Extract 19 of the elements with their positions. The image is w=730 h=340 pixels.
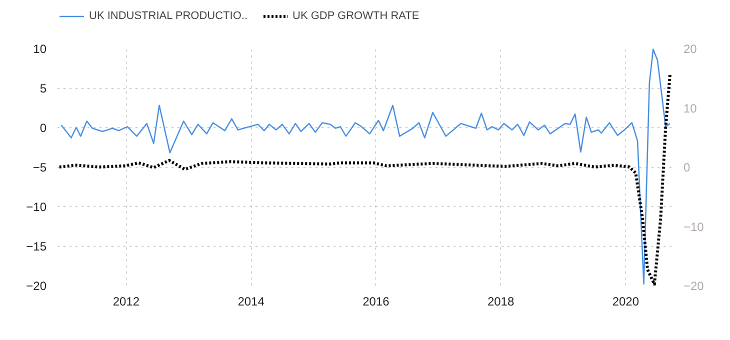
x-tick-label: 2016 — [362, 294, 390, 308]
legend-label: UK INDUSTRIAL PRODUCTIO.. — [89, 10, 248, 22]
y2-tick-label: −10 — [684, 220, 704, 234]
legend-label: UK GDP GROWTH RATE — [292, 10, 420, 22]
x-tick-label: 2018 — [487, 294, 514, 308]
y2-tick-label: 10 — [684, 101, 698, 116]
y2-tick-label: 20 — [684, 42, 698, 56]
y-tick-label: 5 — [40, 82, 47, 96]
y-tick-label: −10 — [26, 200, 47, 214]
x-tick-label: 2020 — [612, 294, 640, 308]
y-tick-label: −5 — [32, 160, 47, 174]
y-tick-label: 0 — [40, 121, 47, 135]
y2-tick-label: −20 — [684, 279, 704, 293]
y2-tick-label: 0 — [684, 160, 690, 174]
y-tick-label: −15 — [26, 240, 47, 254]
y-tick-label: 10 — [33, 42, 47, 56]
x-tick-label: 2012 — [112, 294, 140, 308]
x-tick-label: 2014 — [238, 294, 265, 308]
y-tick-label: −20 — [26, 279, 47, 293]
